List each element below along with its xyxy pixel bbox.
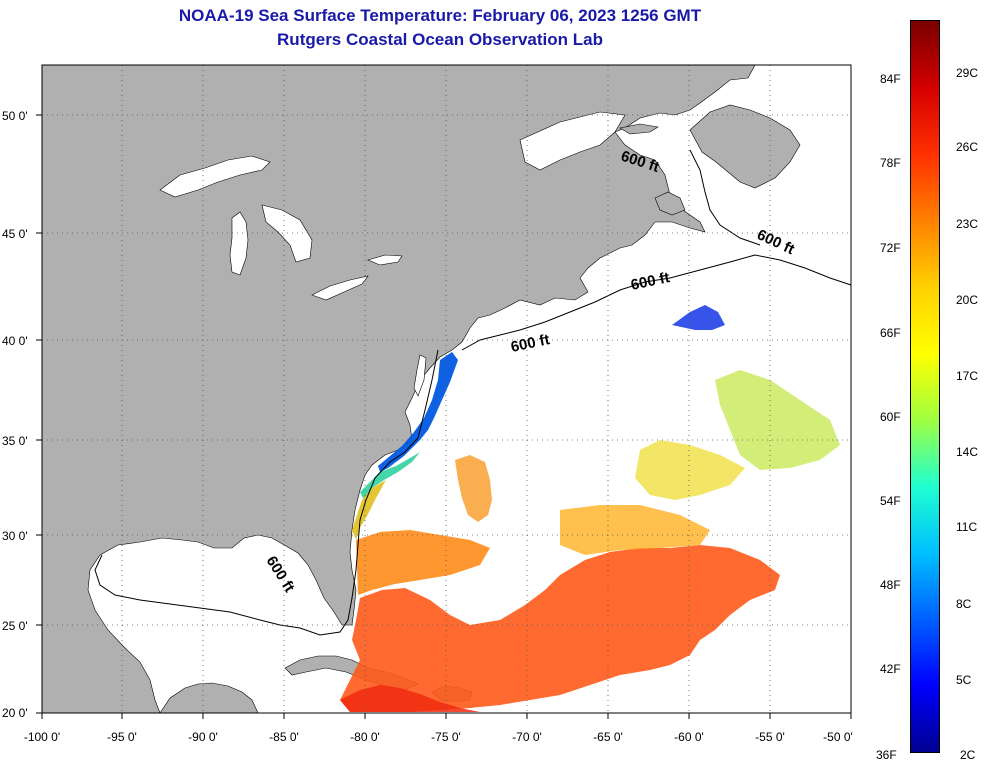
temperature-colorbar (910, 20, 940, 753)
colorbar-fahrenheit-label: 48F (880, 578, 901, 592)
lat-tick-label: 50 0' (2, 109, 28, 123)
isobath-600ft (94, 149, 852, 636)
lat-tick-label: 45 0' (2, 227, 28, 241)
st-lawrence-gulf (519, 111, 626, 171)
colorbar-fahrenheit-label: 42F (880, 662, 901, 676)
lat-tick-label: 20 0' (2, 706, 28, 720)
lat-tick-label: 30 0' (2, 529, 28, 543)
sst-midatlantic-yellow (635, 440, 745, 500)
sst-map: -100 0' -95 0' -90 0' -85 0' -80 0' -75 … (2, 64, 853, 744)
sst-warm-shelf (356, 530, 490, 595)
sst-midatlantic-orange (560, 505, 710, 555)
colorbar-fahrenheit-label: 84F (880, 72, 901, 86)
colorbar-fahrenheit-label: 60F (880, 410, 901, 424)
colorbar-fahrenheit-label: 72F (880, 241, 901, 255)
cape-breton-island (654, 191, 686, 216)
lake-huron (261, 204, 313, 263)
lon-tick-label: -50 0' (823, 730, 853, 744)
sst-gulf-stream-warm (340, 545, 780, 712)
colorbar-celsius-label: 2C (960, 748, 976, 762)
colorbar-celsius-label: 8C (956, 597, 972, 611)
colorbar-fahrenheit-label: 36F (876, 748, 897, 762)
lon-tick-label: -70 0' (512, 730, 542, 744)
chesapeake-bay (413, 354, 427, 397)
colorbar-celsius-label: 17C (956, 369, 979, 383)
lake-superior (159, 155, 271, 198)
sst-sable-cold-patch (672, 305, 725, 330)
colorbar-celsius-label: 26C (956, 140, 979, 154)
lat-tick-label: 35 0' (2, 434, 28, 448)
lon-tick-label: -80 0' (350, 730, 380, 744)
lon-tick-label: -75 0' (431, 730, 461, 744)
lake-michigan (229, 211, 249, 276)
lon-tick-label: -90 0' (188, 730, 218, 744)
graticule (42, 65, 851, 713)
yucatan-peninsula (159, 682, 259, 714)
newfoundland-island (689, 104, 801, 189)
map-title: NOAA-19 Sea Surface Temperature: Februar… (178, 6, 702, 25)
colorbar-fahrenheit-label: 78F (880, 156, 901, 170)
sst-coastal-cold-band (378, 352, 458, 472)
sst-overlay (340, 305, 840, 712)
lon-tick-label: -95 0' (107, 730, 137, 744)
colorbar-celsius-label: 23C (956, 217, 979, 231)
lon-tick-label: -65 0' (593, 730, 623, 744)
sst-gulfstream-yellow (352, 480, 386, 540)
lake-ontario (367, 254, 403, 266)
lon-tick-label: -60 0' (674, 730, 704, 744)
map-subtitle: Rutgers Coastal Ocean Observation Lab (277, 30, 603, 49)
sst-gulfstream-north (455, 455, 492, 522)
colorbar-celsius-label: 11C (956, 520, 978, 534)
sst-northeast-patch (715, 370, 840, 470)
sst-coastal-green-band (360, 452, 420, 500)
lon-tick-label: -100 0' (24, 730, 60, 744)
colorbar-celsius-label: 14C (956, 445, 979, 459)
colorbar-fahrenheit-label: 54F (880, 494, 901, 508)
colorbar-fahrenheit-label: 66F (880, 326, 901, 340)
colorbar-celsius-label: 5C (956, 673, 972, 687)
north-america-landmass (41, 64, 756, 714)
colorbar-celsius-label: 20C (956, 293, 979, 307)
lon-tick-label: -55 0' (755, 730, 785, 744)
lon-tick-label: -85 0' (269, 730, 299, 744)
lat-tick-label: 40 0' (2, 334, 28, 348)
lat-tick-label: 25 0' (2, 619, 28, 633)
anticosti-island (619, 123, 659, 135)
sst-caribbean-hot (340, 685, 480, 712)
colorbar-celsius-label: 29C (956, 66, 979, 80)
axis-ticks (36, 114, 852, 719)
